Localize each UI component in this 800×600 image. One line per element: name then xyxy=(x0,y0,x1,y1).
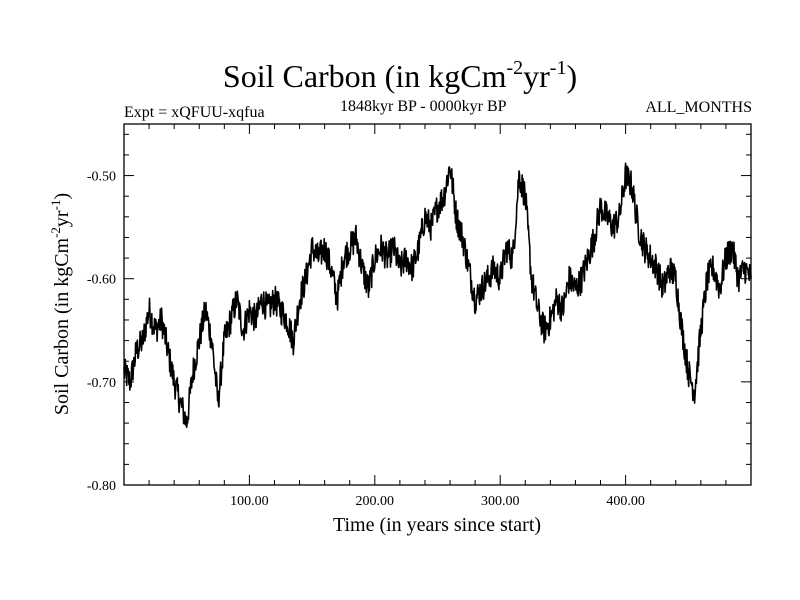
plot-frame xyxy=(123,123,752,486)
x-tick-label: 300.00 xyxy=(481,494,520,509)
chart-title-sup2: -1 xyxy=(549,57,567,79)
chart-title-end: ) xyxy=(566,58,578,94)
series-group xyxy=(123,162,752,429)
chart-title-sup1: -2 xyxy=(506,57,524,79)
period-label: 1848kyr BP - 0000kyr BP xyxy=(340,98,507,115)
y-axis-title-sup1: -2 xyxy=(48,227,63,238)
chart-title-main: Soil Carbon (in kgCm xyxy=(222,58,507,94)
y-axis-title-end: ) xyxy=(51,193,73,200)
y-axis-title: Soil Carbon (in kgCm-2yr-1) xyxy=(48,193,73,415)
chart-title: Soil Carbon (in kgCm-2yr-1) xyxy=(0,58,800,94)
x-tick-label: 100.00 xyxy=(230,494,269,509)
y-tick-label: -0.70 xyxy=(87,376,116,391)
axis-tick-labels: 100.00 200.00 300.00 400.00 -0.80 -0.70 -0.60 -… xyxy=(87,170,645,509)
y-axis-title-mid: yr xyxy=(51,210,73,227)
y-tick-label: -0.50 xyxy=(87,170,116,185)
axis-ticks xyxy=(124,124,751,485)
x-tick-label: 400.00 xyxy=(606,494,645,509)
x-tick-label: 200.00 xyxy=(356,494,395,509)
y-tick-label: -0.80 xyxy=(87,479,116,494)
chart-title-mid: yr xyxy=(523,58,550,94)
y-axis-title-main: Soil Carbon (in kgCm xyxy=(51,237,73,415)
months-label: ALL_MONTHS xyxy=(645,99,752,116)
y-tick-label: -0.60 xyxy=(87,273,116,288)
y-axis-title-sup2: -1 xyxy=(48,200,63,211)
soil-carbon-series-line xyxy=(123,162,752,429)
experiment-label: Expt = xQFUU-xqfua xyxy=(124,104,265,121)
x-axis-title: Time (in years since start) xyxy=(333,514,541,536)
